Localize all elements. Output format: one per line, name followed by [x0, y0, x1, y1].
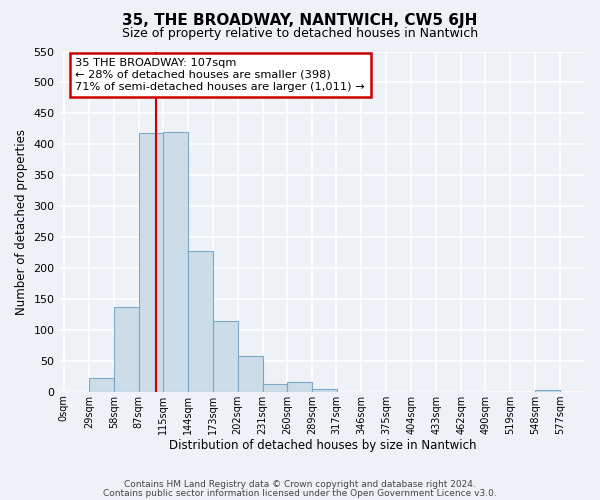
Bar	[139, 133, 164, 392]
Bar	[163, 132, 188, 392]
X-axis label: Distribution of detached houses by size in Nantwich: Distribution of detached houses by size …	[169, 440, 476, 452]
Bar	[114, 307, 139, 392]
Bar	[89, 378, 114, 392]
Bar	[212, 320, 238, 392]
Y-axis label: Number of detached properties: Number of detached properties	[15, 128, 28, 314]
Text: Contains public sector information licensed under the Open Government Licence v3: Contains public sector information licen…	[103, 488, 497, 498]
Bar	[238, 356, 263, 392]
Text: Contains HM Land Registry data © Crown copyright and database right 2024.: Contains HM Land Registry data © Crown c…	[124, 480, 476, 489]
Text: 35 THE BROADWAY: 107sqm
← 28% of detached houses are smaller (398)
71% of semi-d: 35 THE BROADWAY: 107sqm ← 28% of detache…	[76, 58, 365, 92]
Bar	[535, 390, 560, 392]
Text: Size of property relative to detached houses in Nantwich: Size of property relative to detached ho…	[122, 28, 478, 40]
Text: 35, THE BROADWAY, NANTWICH, CW5 6JH: 35, THE BROADWAY, NANTWICH, CW5 6JH	[122, 12, 478, 28]
Bar	[313, 388, 337, 392]
Bar	[188, 250, 212, 392]
Bar	[263, 384, 287, 392]
Bar	[287, 382, 313, 392]
